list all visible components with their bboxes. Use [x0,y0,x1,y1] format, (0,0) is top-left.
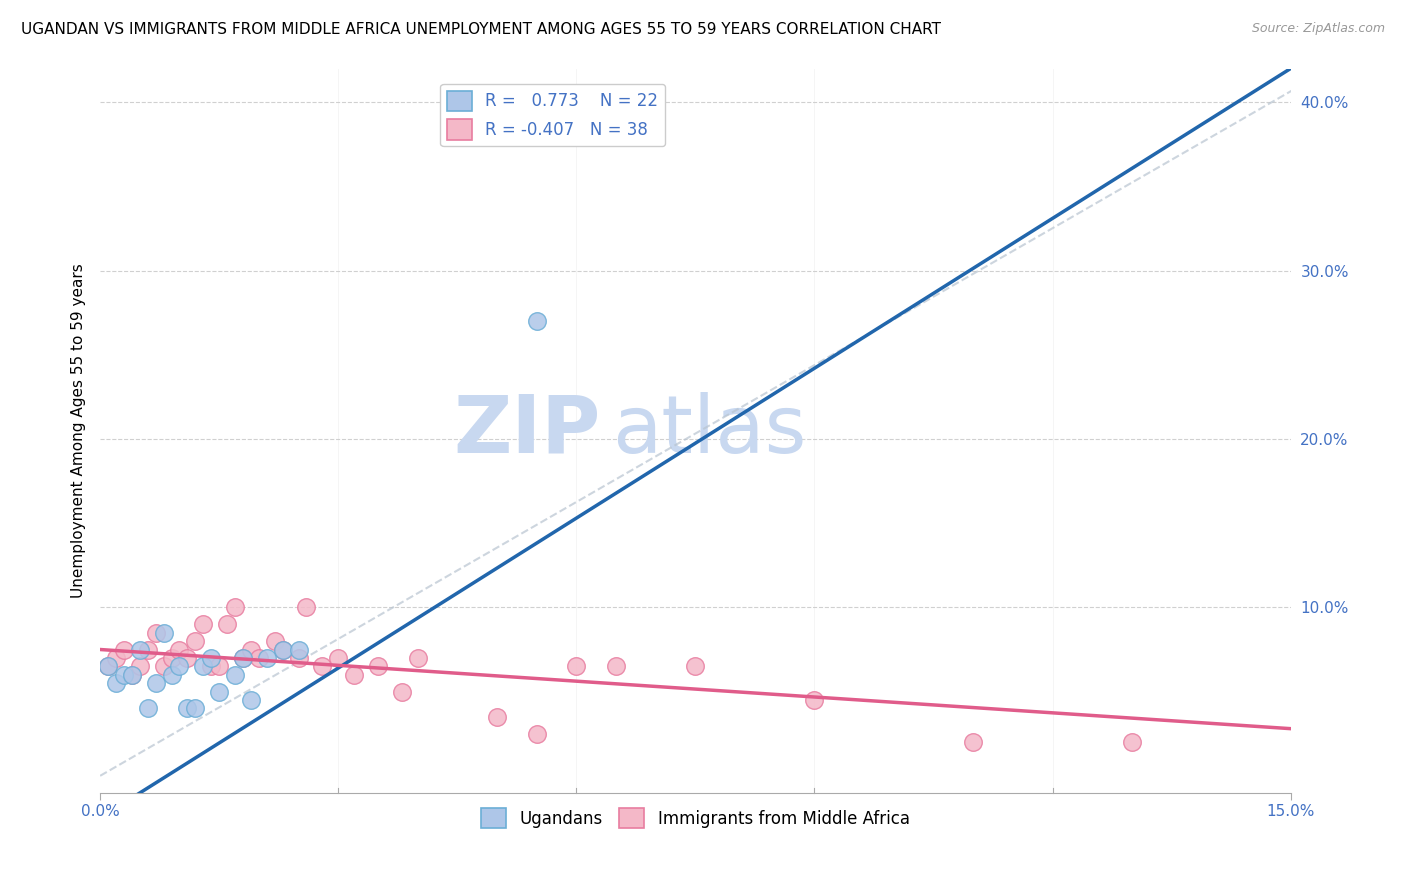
Point [160,651,183,665]
Point [152,625,174,640]
Point [169,659,191,673]
Point [1121,735,1143,749]
Text: UGANDAN VS IMMIGRANTS FROM MIDDLE AFRICA UNEMPLOYMENT AMONG AGES 55 TO 59 YEARS : UGANDAN VS IMMIGRANTS FROM MIDDLE AFRICA… [21,22,941,37]
Point [271,642,294,657]
Point [97,659,120,673]
Point [239,642,262,657]
Point [287,642,309,657]
Point [112,642,135,657]
Point [184,701,207,715]
Point [224,600,246,615]
Point [217,617,239,632]
Point [208,684,231,698]
Legend: Ugandans, Immigrants from Middle Africa: Ugandans, Immigrants from Middle Africa [474,801,917,835]
Point [184,634,207,648]
Text: atlas: atlas [612,392,807,469]
Point [271,642,294,657]
Point [247,651,270,665]
Point [152,659,174,673]
Point [311,659,333,673]
Text: ZIP: ZIP [453,392,600,469]
Point [169,642,191,657]
Point [193,659,215,673]
Point [128,659,150,673]
Point [232,651,254,665]
Point [295,600,318,615]
Point [232,651,254,665]
Point [145,676,167,690]
Point [121,667,143,681]
Point [224,667,246,681]
Point [136,701,159,715]
Point [176,651,198,665]
Point [160,667,183,681]
Point [176,701,198,715]
Text: Source: ZipAtlas.com: Source: ZipAtlas.com [1251,22,1385,36]
Point [263,634,285,648]
Point [328,651,350,665]
Point [200,651,222,665]
Point [105,651,128,665]
Point [136,642,159,657]
Point [112,667,135,681]
Point [208,659,231,673]
Point [256,651,278,665]
Point [200,659,222,673]
Y-axis label: Unemployment Among Ages 55 to 59 years: Unemployment Among Ages 55 to 59 years [72,263,86,598]
Point [145,625,167,640]
Point [287,651,309,665]
Point [685,659,707,673]
Point [485,710,508,724]
Point [105,676,128,690]
Point [526,727,548,741]
Point [121,667,143,681]
Point [367,659,389,673]
Point [193,617,215,632]
Point [526,314,548,328]
Point [406,651,429,665]
Point [565,659,588,673]
Point [803,693,825,707]
Point [962,735,984,749]
Point [605,659,627,673]
Point [97,659,120,673]
Point [239,693,262,707]
Point [391,684,413,698]
Point [128,642,150,657]
Point [343,667,366,681]
